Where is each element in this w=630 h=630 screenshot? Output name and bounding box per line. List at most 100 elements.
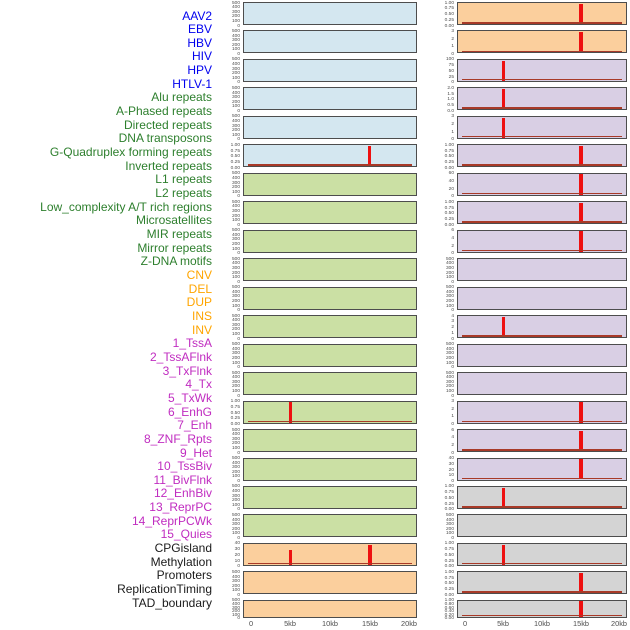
y-tick-label: 500: [231, 511, 240, 518]
signal-baseline-13-reprpc: [462, 420, 622, 423]
peak-marker-inv-15kb: [578, 32, 583, 53]
y-tick-label: 0: [237, 335, 240, 341]
y-tick-label: 400: [231, 288, 240, 294]
y-tick-label: 0: [237, 449, 240, 455]
peak-marker-1-tssa-5kb: [501, 60, 505, 81]
y-tick-label: 500: [231, 283, 240, 290]
y-tick-label: 100: [231, 216, 240, 223]
x-tick-label-10kb: 10kb: [534, 619, 550, 628]
y-tick-label: 100: [231, 473, 240, 479]
x-tick-label-20kb: 20kb: [401, 619, 418, 628]
y-tick-label: 0.75: [444, 489, 454, 495]
y-tick-label: 300: [231, 378, 240, 384]
x-tick-label-15kb: 15kb: [572, 619, 589, 628]
y-tick-label: 0.75: [444, 545, 454, 552]
y-tick-label: 400: [231, 174, 240, 181]
peak-marker-6-enhg-15kb: [578, 202, 583, 224]
y-tick-label: 0: [451, 420, 454, 427]
signal-baseline-14-reprpcwk: [462, 449, 622, 451]
panel-3-txflnk: [457, 115, 627, 139]
panel-9-het: [457, 286, 627, 310]
signal-baseline-2-tssaflnk: [462, 107, 622, 109]
y-tick-label: 400: [445, 260, 454, 266]
y-tick-label: 400: [231, 573, 240, 579]
row-label-hpv: HPV: [187, 63, 212, 78]
y-tick-label: 500: [231, 255, 240, 261]
peak-marker-14-reprpcwk-15kb: [578, 430, 583, 452]
panel-12-enhbiv: [457, 372, 627, 396]
y-tick-label: 0: [237, 306, 240, 313]
y-tick-label: 0: [237, 534, 240, 541]
row-label-dup: DUP: [186, 295, 212, 310]
signal-baseline-tad-boundary: [462, 614, 622, 617]
y-tick-label: 0.00: [444, 506, 454, 512]
y-tick-label: 20: [448, 466, 454, 472]
panel-6-enhg: [457, 201, 627, 225]
signal-baseline-7-enh: [462, 249, 622, 252]
y-tick-label: 0.50: [230, 409, 240, 415]
row-label-mir-repeats: MIR repeats: [146, 227, 212, 241]
y-tick-label: 100: [231, 17, 240, 24]
row-label-tad-boundary: TAD_boundary: [132, 595, 212, 610]
panel-a-phased-repeats: [243, 201, 417, 225]
y-tick-label: 0: [237, 221, 240, 227]
row-label-2-tssaflnk: 2_TssAFlnk: [149, 349, 212, 364]
y-tick-label: 3: [451, 27, 454, 34]
peak-marker-4-tx-15kb: [578, 146, 583, 167]
y-tick-label: 1.0: [447, 96, 454, 102]
y-tick-label: 0.00: [444, 591, 454, 598]
y-tick-label: 0.50: [444, 494, 454, 501]
y-tick-label: 0: [451, 278, 454, 284]
y-tick-label: 6: [451, 227, 454, 233]
y-tick-label: 1.00: [444, 198, 454, 204]
y-tick-label: 100: [445, 56, 454, 62]
y-tick-label: 0: [237, 22, 240, 28]
y-tick-label: 0: [237, 506, 240, 512]
y-tick-label: 0.25: [444, 215, 454, 222]
peak-marker-15-quies-15kb: [578, 459, 583, 480]
y-tick-label: 40: [448, 454, 454, 461]
y-tick-label: 200: [231, 497, 240, 503]
row-label-inverted-repeats: Inverted repeats: [125, 158, 212, 173]
signal-baseline-6-enhg: [462, 221, 622, 223]
y-tick-label: 100: [231, 302, 240, 308]
y-tick-label: 0.40: [444, 607, 454, 614]
panel-hpv: [243, 115, 417, 139]
y-tick-label: 0.00: [230, 164, 240, 171]
y-tick-label: 500: [445, 283, 454, 290]
row-label-promoters: Promoters: [156, 568, 212, 583]
y-tick-label: 1.00: [444, 0, 454, 5]
panel-dna-transposons: [243, 258, 417, 282]
signal-baseline-15-quies: [462, 477, 622, 480]
y-tick-label: 300: [445, 378, 454, 384]
panel-5-txwk: [457, 172, 627, 196]
y-tick-label: 400: [231, 459, 240, 465]
y-tick-label: 2: [451, 441, 454, 448]
row-label-cpgisland: CPGisland: [154, 541, 212, 556]
row-label-htlv-1: HTLV-1: [172, 76, 212, 91]
y-tick-label: 2: [451, 242, 454, 248]
y-tick-label: 200: [231, 98, 240, 104]
row-label-alu-repeats: Alu repeats: [151, 90, 212, 105]
y-tick-label: 0: [237, 563, 240, 569]
y-tick-label: 1: [451, 43, 454, 49]
row-label-low-complexity-a-t-rich-regions: Low_complexity A/T rich regions: [40, 199, 212, 214]
y-tick-label: 0.50: [444, 551, 454, 558]
row-label-hiv: HIV: [191, 49, 212, 64]
y-tick-label: 0: [237, 193, 240, 199]
panel-htlv-1: [243, 144, 417, 168]
signal-baseline-3-txflnk: [462, 135, 622, 138]
y-tick-label: 200: [445, 383, 454, 389]
y-tick-label: 0.0: [447, 107, 454, 114]
panel-hbv: [243, 58, 417, 82]
row-label-10-tssbiv: 10_TssBiv: [157, 459, 212, 474]
row-label-14-reprpcwk: 14_ReprPCWk: [131, 513, 212, 528]
y-tick-label: 100: [231, 131, 240, 137]
y-tick-label: 0.25: [444, 585, 454, 592]
y-tick-label: 0: [451, 306, 454, 313]
x-tick-label-0: 0: [248, 619, 253, 628]
y-tick-label: 300: [445, 293, 454, 299]
y-tick-label: 500: [231, 198, 240, 204]
y-tick-label: 100: [231, 245, 240, 251]
